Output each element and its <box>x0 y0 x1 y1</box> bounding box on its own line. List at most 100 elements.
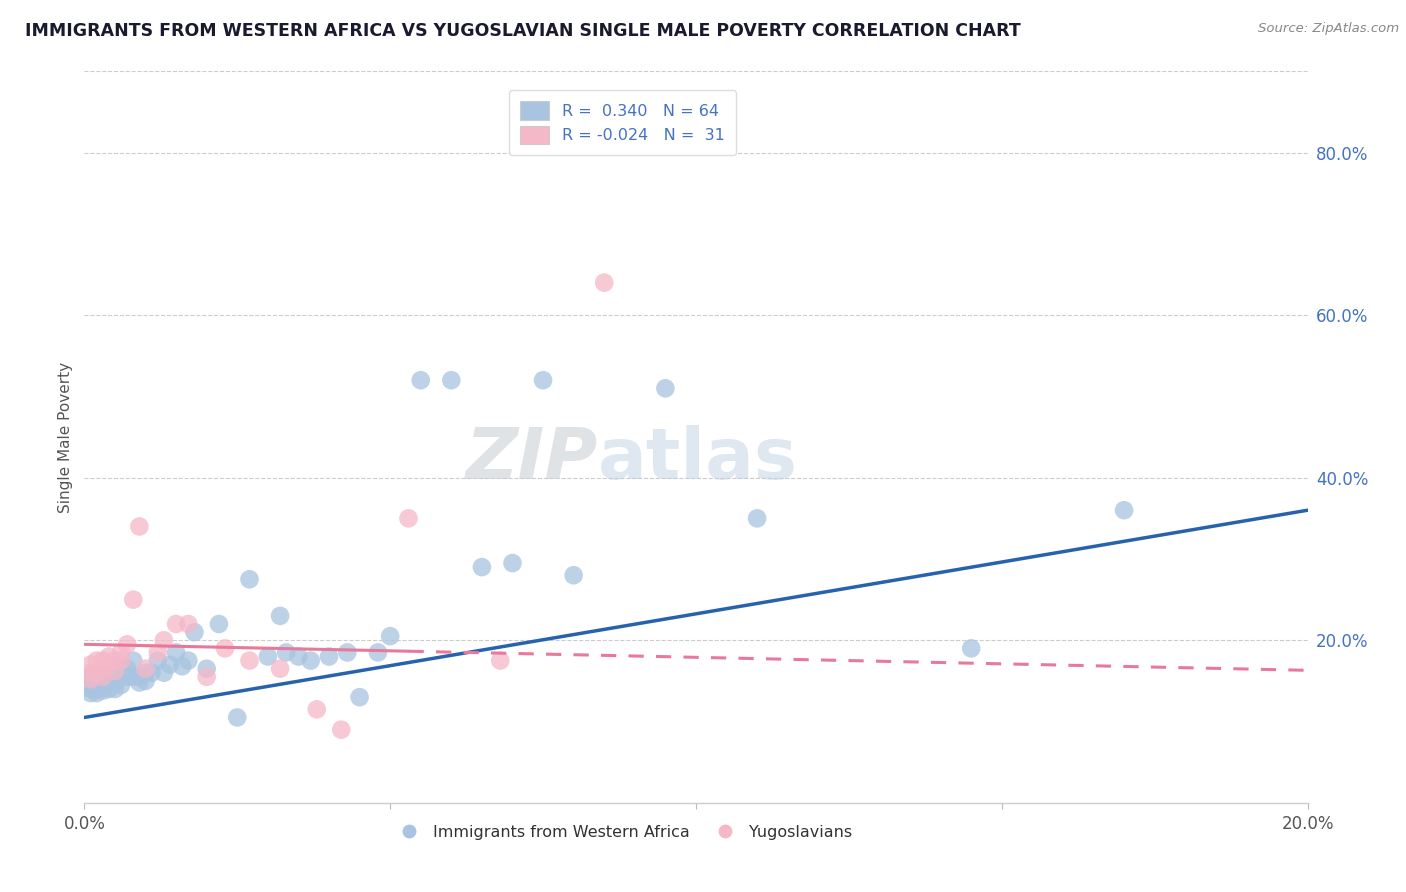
Point <box>86 665 108 680</box>
Point <box>115 670 138 684</box>
Point <box>86 678 108 692</box>
Point <box>104 681 127 696</box>
Point <box>208 617 231 632</box>
Point <box>183 625 205 640</box>
Point <box>398 511 420 525</box>
Point <box>91 680 114 694</box>
Point <box>226 710 249 724</box>
Point <box>97 657 120 672</box>
Point <box>86 673 108 688</box>
Point <box>409 373 432 387</box>
Point <box>214 641 236 656</box>
Point <box>110 645 132 659</box>
Point <box>1114 503 1136 517</box>
Point <box>146 645 169 659</box>
Point <box>110 654 132 668</box>
Point <box>960 641 983 656</box>
Point <box>86 670 108 684</box>
Point <box>122 654 145 668</box>
Point <box>91 670 114 684</box>
Point <box>165 645 187 659</box>
Point <box>159 657 181 672</box>
Point <box>122 592 145 607</box>
Point <box>91 670 114 684</box>
Point <box>380 629 402 643</box>
Point <box>177 617 200 632</box>
Point <box>336 645 359 659</box>
Point <box>79 673 101 688</box>
Point <box>115 662 138 676</box>
Point <box>79 665 101 680</box>
Point <box>110 662 132 676</box>
Point <box>238 654 260 668</box>
Point <box>110 670 132 684</box>
Point <box>128 519 150 533</box>
Point <box>97 675 120 690</box>
Point <box>79 670 101 684</box>
Point <box>593 276 616 290</box>
Point <box>115 637 138 651</box>
Point <box>318 649 340 664</box>
Point <box>305 702 328 716</box>
Point <box>269 608 291 623</box>
Point <box>79 673 101 687</box>
Point <box>195 670 218 684</box>
Point <box>79 678 101 692</box>
Point <box>91 675 114 690</box>
Point <box>287 649 309 664</box>
Point <box>276 645 298 659</box>
Legend: Immigrants from Western Africa, Yugoslavians: Immigrants from Western Africa, Yugoslav… <box>387 818 859 846</box>
Point <box>91 654 114 668</box>
Point <box>86 681 108 696</box>
Point <box>238 572 260 586</box>
Point <box>128 675 150 690</box>
Point <box>562 568 585 582</box>
Point <box>135 665 157 680</box>
Point <box>165 617 187 632</box>
Point <box>153 633 176 648</box>
Text: atlas: atlas <box>598 425 799 493</box>
Point <box>269 662 291 676</box>
Point <box>91 662 114 676</box>
Text: Source: ZipAtlas.com: Source: ZipAtlas.com <box>1258 22 1399 36</box>
Point <box>86 686 108 700</box>
Point <box>86 654 108 668</box>
Point <box>502 556 524 570</box>
Y-axis label: Single Male Poverty: Single Male Poverty <box>58 361 73 513</box>
Point <box>128 670 150 684</box>
Point <box>104 654 127 668</box>
Point <box>257 649 280 664</box>
Point <box>135 673 157 688</box>
Point <box>349 690 371 705</box>
Text: IMMIGRANTS FROM WESTERN AFRICA VS YUGOSLAVIAN SINGLE MALE POVERTY CORRELATION CH: IMMIGRANTS FROM WESTERN AFRICA VS YUGOSL… <box>25 22 1021 40</box>
Point <box>141 665 163 680</box>
Point <box>299 654 322 668</box>
Point <box>146 654 169 668</box>
Point <box>135 662 157 676</box>
Point <box>97 681 120 696</box>
Point <box>79 657 101 672</box>
Point <box>104 675 127 690</box>
Point <box>471 560 494 574</box>
Point <box>104 664 127 678</box>
Point <box>177 654 200 668</box>
Point <box>79 681 101 696</box>
Point <box>104 670 127 684</box>
Point <box>91 683 114 698</box>
Point <box>195 662 218 676</box>
Point <box>110 678 132 692</box>
Point <box>367 645 389 659</box>
Point <box>440 373 463 387</box>
Point <box>531 373 554 387</box>
Point <box>79 686 101 700</box>
Point <box>97 649 120 664</box>
Point <box>153 665 176 680</box>
Point <box>330 723 353 737</box>
Point <box>86 675 108 690</box>
Point <box>747 511 769 525</box>
Text: ZIP: ZIP <box>465 425 598 493</box>
Point <box>654 381 676 395</box>
Point <box>97 670 120 684</box>
Point <box>172 659 194 673</box>
Point <box>489 654 512 668</box>
